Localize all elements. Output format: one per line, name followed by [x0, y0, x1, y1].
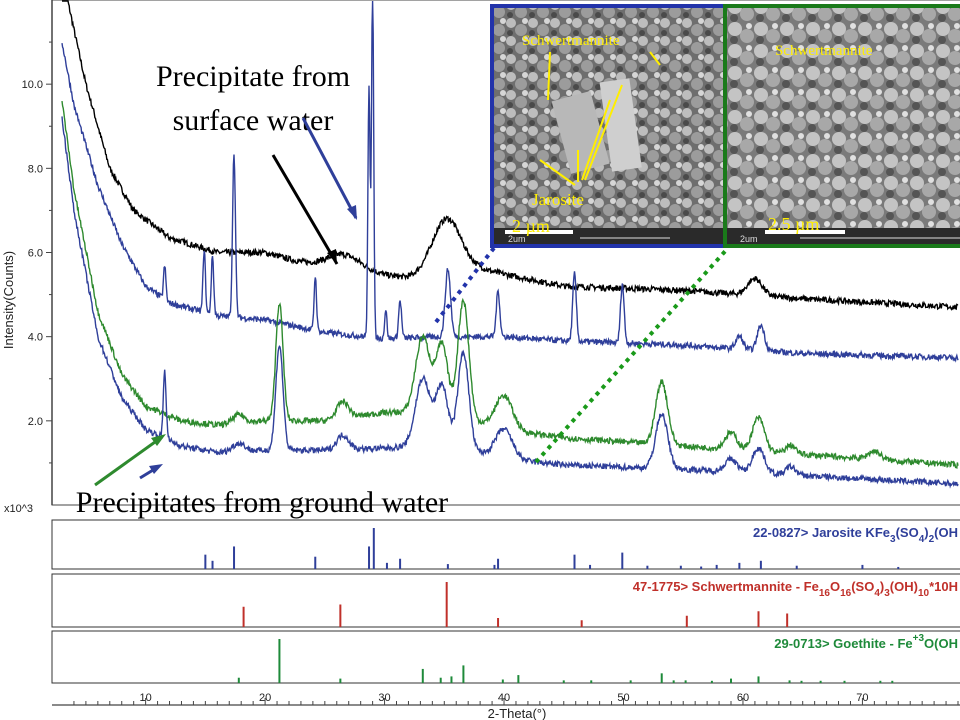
- sem-inset-1-scale-label: 2 µm: [512, 216, 550, 236]
- annotation-ground: Precipitates from ground water: [76, 486, 448, 519]
- reference-label-part: 4: [874, 588, 880, 599]
- reference-label-part: 22-0827> Jarosite KFe: [753, 525, 890, 540]
- arrow-surface-black-head: [327, 249, 337, 264]
- sem-inset-1: Schwertmannite Jarosite 2um 2 µm: [490, 4, 730, 248]
- series-layer: [61, 0, 959, 489]
- sem-inset-1-arrow-f: [584, 84, 623, 181]
- dotted-link-blue: [434, 246, 496, 324]
- reference-panel-0: [51, 519, 960, 570]
- reference-label-part: (OH: [934, 525, 958, 540]
- sem-inset-1-arrow-e: [581, 99, 611, 181]
- y-axis-ticks: 2.0 4.0 6.0 8.0 10.0: [22, 41, 52, 464]
- y-multiplier-label: x10^3: [4, 503, 33, 515]
- reference-label-part: 47-1775> Schwertmannite - Fe: [633, 579, 819, 594]
- arrow-ground-blue-head: [149, 464, 163, 474]
- reference-label-part: O: [830, 579, 840, 594]
- reference-label-2: 29-0713> Goethite - Fe+3O(OH: [774, 633, 958, 651]
- annotation-surface-line1: Precipitate from: [156, 60, 350, 93]
- x-tick-label: 50: [617, 692, 629, 704]
- reference-label-part: +3: [913, 633, 925, 644]
- y-tick-label: 10.0: [22, 79, 43, 91]
- reference-label-part: 4: [919, 534, 925, 545]
- arrow-ground-green-head: [151, 434, 166, 446]
- reference-label-part: 3: [884, 588, 890, 599]
- x-axis-ticks: 10 20 30 40 50 60 70: [73, 692, 959, 705]
- annotation-arrows: [94, 117, 730, 487]
- sem-inset-1-arrow-c: [539, 159, 576, 186]
- reference-panel-1: [51, 573, 960, 628]
- sem-inset-1-label-jarosite: Jarosite: [532, 190, 584, 209]
- x-axis-label: 2-Theta(°): [488, 706, 547, 720]
- x-tick-label: 40: [498, 692, 510, 704]
- sem-inset-2-label-schwertmannite: Schwertmannite: [775, 43, 873, 59]
- reference-label-part: 29-0713> Goethite - Fe: [774, 636, 912, 651]
- reference-label-0: 22-0827> Jarosite KFe3(SO4)2(OH: [753, 525, 958, 545]
- arrow-surface-blue: [301, 117, 358, 219]
- series-line-2: [61, 101, 959, 470]
- reference-label-part: ): [880, 579, 884, 594]
- x-tick-label: 60: [737, 692, 749, 704]
- y-tick-label: 4.0: [28, 332, 43, 344]
- reference-label-part: 10: [918, 588, 930, 599]
- reference-panel-2: [51, 630, 960, 684]
- reference-label-part: O(OH: [924, 636, 958, 651]
- reference-label-part: (OH): [890, 579, 918, 594]
- sem-inset-2-scale-label: 2.5 µm: [768, 214, 819, 234]
- series-line-3: [61, 116, 959, 489]
- sem-inset-1-bar-text: 2um: [508, 234, 526, 244]
- reference-label-1: 47-1775> Schwertmannite - Fe16O16(SO4)3(…: [633, 579, 958, 599]
- x-tick-label: 30: [378, 692, 390, 704]
- reference-label-part: 3: [890, 534, 896, 545]
- dotted-link-green: [534, 246, 730, 464]
- arrow-surface-blue-head: [347, 205, 357, 220]
- x-tick-label: 10: [140, 692, 152, 704]
- reference-label-part: (SO: [896, 525, 919, 540]
- reference-panels: 22-0827> Jarosite KFe3(SO4)2(OH47-1775> …: [51, 519, 960, 684]
- reference-label-part: ): [924, 525, 928, 540]
- sem-inset-1-label-schwertmannite: Schwertmannite: [522, 33, 620, 49]
- arrow-ground-green: [94, 435, 163, 487]
- reference-label-part: 2: [929, 534, 935, 545]
- sem-inset-2: Schwertmannite 2um 2.5 µm: [723, 4, 960, 248]
- reference-label-part: 16: [840, 588, 852, 599]
- series-line-1: [61, 0, 959, 363]
- y-tick-label: 6.0: [28, 248, 43, 260]
- x-tick-label: 70: [856, 692, 868, 704]
- arrow-surface-black: [271, 154, 339, 265]
- sem-inset-2-bar-text: 2um: [740, 234, 758, 244]
- annotation-surface-line2: surface water: [173, 104, 334, 137]
- sem-inset-2-image: [723, 4, 960, 248]
- y-tick-label: 2.0: [28, 416, 43, 428]
- reference-label-part: 16: [819, 588, 831, 599]
- series-line-0: [62, 0, 959, 311]
- x-tick-label: 20: [259, 692, 271, 704]
- y-tick-label: 8.0: [28, 163, 43, 175]
- reference-label-part: *10H: [929, 579, 958, 594]
- reference-label-part: (SO: [851, 579, 874, 594]
- y-axis-label: Intensity(Counts): [1, 251, 16, 349]
- sem-inset-1-arrow-a: [547, 51, 551, 101]
- sem-inset-1-arrow-b: [649, 51, 661, 66]
